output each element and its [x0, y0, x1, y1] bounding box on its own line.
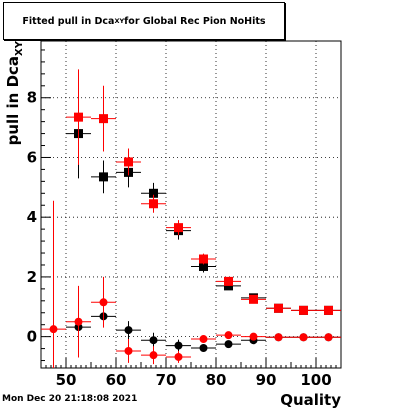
x-axis-title: Quality: [280, 391, 341, 409]
chart-title: Fitted pull in Dca XY for Global Rec Pion…: [3, 2, 285, 40]
data-point-circle: [149, 336, 158, 345]
data-point-square: [99, 172, 108, 182]
chart-title-suffix: for Global Rec Pion NoHits: [124, 15, 266, 27]
data-point-square: [149, 188, 158, 198]
data-point-circle: [199, 335, 208, 344]
x-tick-label: 60: [106, 371, 127, 389]
x-tick-label: 70: [156, 371, 177, 389]
y-tick-label: 0: [27, 328, 37, 346]
y-tick-label: 2: [27, 268, 37, 286]
x-tick-label: 50: [56, 371, 77, 389]
y-axis-title-subscript: XY: [14, 40, 25, 56]
y-tick-label: 8: [27, 89, 37, 107]
data-point-square: [199, 254, 208, 264]
timestamp: Mon Dec 20 21:18:08 2021: [2, 394, 138, 404]
data-point-square: [199, 261, 208, 271]
data-point-square: [124, 157, 133, 167]
y-axis-title: pull in DcaXY: [4, 40, 25, 145]
x-tick-label: 90: [256, 371, 277, 389]
plot-frame: [40, 40, 342, 369]
data-point-circle: [249, 332, 258, 341]
data-point-square: [249, 294, 258, 304]
data-point-circle: [149, 351, 158, 360]
data-point-circle: [224, 331, 233, 340]
data-point-circle: [99, 298, 108, 307]
data-point-circle: [49, 325, 58, 334]
data-point-circle: [299, 333, 308, 342]
data-point-square: [324, 305, 333, 315]
y-tick-label: 4: [27, 208, 37, 226]
data-point-circle: [199, 343, 208, 352]
data-point-circle: [124, 326, 133, 335]
data-point-circle: [274, 333, 283, 342]
data-point-circle: [74, 317, 83, 326]
data-point-circle: [124, 346, 133, 355]
data-point-square: [149, 199, 158, 209]
data-point-square: [274, 303, 283, 313]
data-point-square: [99, 114, 108, 124]
data-point-circle: [174, 341, 183, 350]
x-tick-label: 100: [300, 371, 331, 389]
data-point-square: [74, 112, 83, 122]
data-point-circle: [324, 333, 333, 342]
data-point-square: [224, 276, 233, 286]
y-axis-title-main: pull in Dca: [4, 56, 22, 145]
chart-title-prefix: Fitted pull in Dca: [22, 15, 115, 27]
data-point-circle: [174, 352, 183, 361]
chart-title-subscript: XY: [114, 17, 125, 25]
data-point-square: [299, 305, 308, 315]
data-point-square: [174, 223, 183, 233]
y-tick-label: 6: [27, 148, 37, 166]
data-point-circle: [224, 340, 233, 349]
x-tick-label: 80: [206, 371, 227, 389]
